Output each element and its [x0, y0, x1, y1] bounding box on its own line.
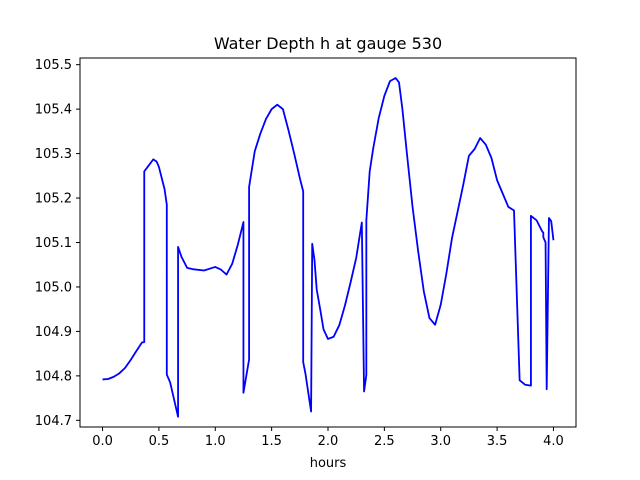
y-tick-label: 105.4 — [35, 103, 72, 118]
x-tick-label: 4.0 — [543, 434, 564, 449]
chart-title: Water Depth h at gauge 530 — [214, 34, 442, 53]
y-tick-label: 104.7 — [35, 414, 72, 429]
x-tick-label: 1.0 — [205, 434, 226, 449]
y-tick-label: 105.2 — [35, 192, 72, 207]
y-axis: 104.7 104.8 104.9 105.0 105.1 105.2 105.3 105.4… — [35, 58, 80, 429]
y-tick-label: 105.0 — [35, 280, 72, 295]
x-tick-label: 2.5 — [374, 434, 395, 449]
x-tick-label: 3.0 — [430, 434, 451, 449]
y-tick-label: 104.8 — [35, 369, 72, 384]
x-axis-label: hours — [310, 456, 347, 471]
y-tick-label: 105.3 — [35, 147, 72, 162]
x-tick-label: 0.5 — [149, 434, 170, 449]
x-tick-label: 1.5 — [261, 434, 282, 449]
x-tick-label: 3.5 — [487, 434, 508, 449]
y-tick-label: 105.1 — [35, 236, 72, 251]
x-tick-label: 0.0 — [92, 434, 113, 449]
plot-area — [102, 77, 555, 418]
series-line — [102, 77, 555, 418]
y-tick-label: 105.5 — [35, 58, 72, 73]
x-axis: 0.0 0.5 1.0 1.5 2.0 2.5 3.0 3.5 4.0 — [92, 427, 564, 449]
y-tick-label: 104.9 — [35, 325, 72, 340]
x-tick-label: 2.0 — [318, 434, 339, 449]
